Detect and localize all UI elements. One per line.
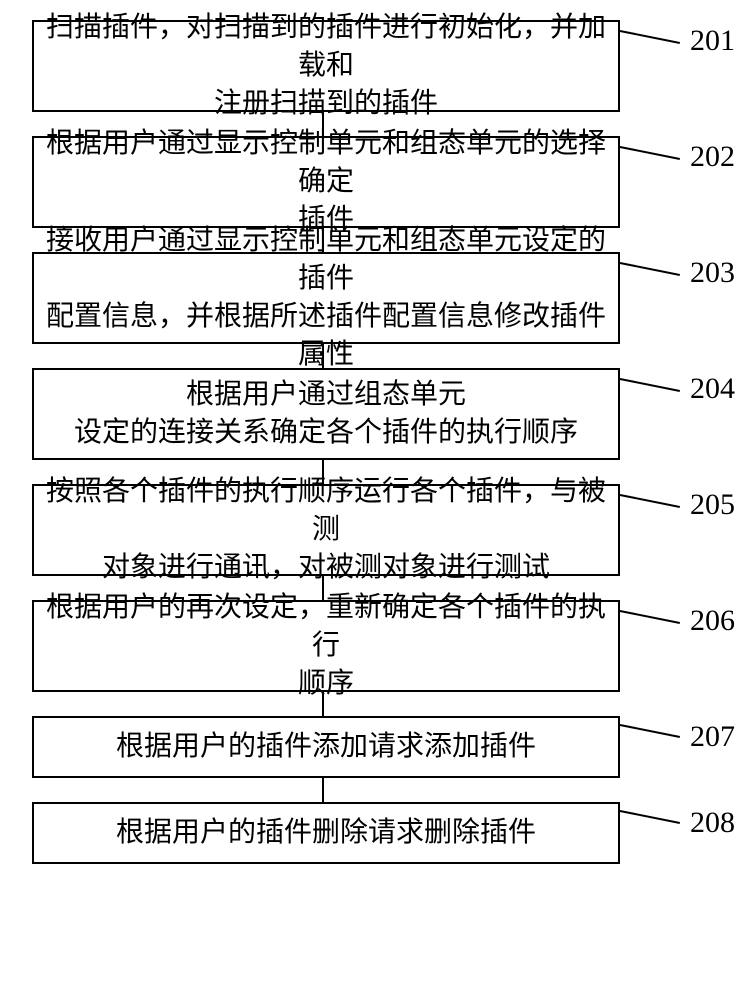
step-box-204: 根据用户通过组态单元 设定的连接关系确定各个插件的执行顺序 — [32, 368, 620, 460]
label-line-202 — [620, 146, 680, 160]
step-label-208: 208 — [690, 806, 735, 840]
step-text-208: 根据用户的插件删除请求删除插件 — [116, 814, 536, 852]
step-label-201: 201 — [690, 24, 735, 58]
step-box-202: 根据用户通过显示控制单元和组态单元的选择确定 插件 — [32, 136, 620, 228]
step-box-205: 按照各个插件的执行顺序运行各个插件，与被测 对象进行通讯，对被测对象进行测试 — [32, 484, 620, 576]
step-box-206: 根据用户的再次设定，重新确定各个插件的执行 顺序 — [32, 600, 620, 692]
step-box-203: 接收用户通过显示控制单元和组态单元设定的插件 配置信息，并根据所述插件配置信息修… — [32, 252, 620, 344]
step-text-204: 根据用户通过组态单元 设定的连接关系确定各个插件的执行顺序 — [74, 376, 578, 452]
step-text-205: 按照各个插件的执行顺序运行各个插件，与被测 对象进行通讯，对被测对象进行测试 — [44, 473, 608, 586]
label-line-207 — [620, 724, 680, 738]
step-text-201: 扫描插件，对扫描到的插件进行初始化，并加载和 注册扫描到的插件 — [44, 9, 608, 122]
step-text-206: 根据用户的再次设定，重新确定各个插件的执行 顺序 — [44, 589, 608, 702]
flowchart-canvas: 扫描插件，对扫描到的插件进行初始化，并加载和 注册扫描到的插件 201 根据用户通过… — [0, 0, 755, 1000]
label-line-205 — [620, 494, 680, 508]
step-label-205: 205 — [690, 488, 735, 522]
label-line-208 — [620, 810, 680, 824]
connector-after-206 — [322, 692, 324, 716]
label-line-204 — [620, 378, 680, 392]
label-line-201 — [620, 30, 680, 44]
step-label-203: 203 — [690, 256, 735, 290]
step-text-203: 接收用户通过显示控制单元和组态单元设定的插件 配置信息，并根据所述插件配置信息修… — [44, 222, 608, 373]
label-line-203 — [620, 262, 680, 276]
connector-after-207 — [322, 778, 324, 802]
step-box-207: 根据用户的插件添加请求添加插件 — [32, 716, 620, 778]
step-box-208: 根据用户的插件删除请求删除插件 — [32, 802, 620, 864]
step-label-207: 207 — [690, 720, 735, 754]
step-text-207: 根据用户的插件添加请求添加插件 — [116, 728, 536, 766]
step-label-204: 204 — [690, 372, 735, 406]
step-box-201: 扫描插件，对扫描到的插件进行初始化，并加载和 注册扫描到的插件 — [32, 20, 620, 112]
step-label-206: 206 — [690, 604, 735, 638]
connector-after-203 — [322, 344, 324, 368]
step-label-202: 202 — [690, 140, 735, 174]
label-line-206 — [620, 610, 680, 624]
